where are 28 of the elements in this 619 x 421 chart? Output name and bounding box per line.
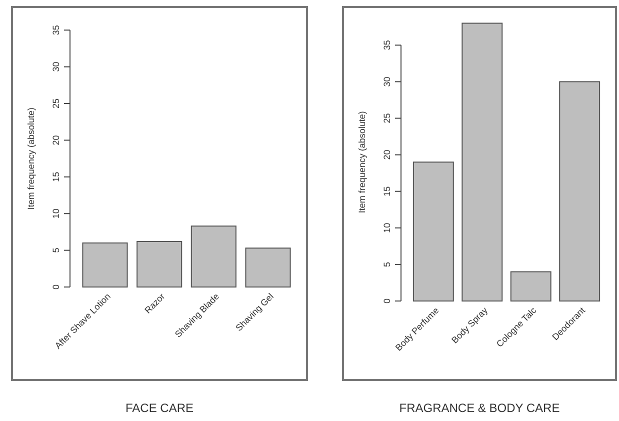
y-tick-label: 35 <box>51 25 61 36</box>
bar <box>462 22 503 302</box>
bar <box>245 248 291 288</box>
y-tick-label: 25 <box>382 113 392 124</box>
y-tick-label: 0 <box>51 284 61 290</box>
y-tick-label: 10 <box>51 208 61 219</box>
y-tick-label: 35 <box>382 40 392 50</box>
text: FACE CARE <box>125 401 194 415</box>
bar <box>559 81 600 302</box>
text: FRAGRANCE & BODY CARE <box>399 401 560 415</box>
bar <box>190 226 236 288</box>
y-axis-title: Item frequency (absolute) <box>26 108 36 210</box>
y-tick-label: 5 <box>51 248 61 253</box>
bar <box>510 271 552 302</box>
y-tick-label: 30 <box>382 76 392 87</box>
y-tick-label: 15 <box>51 172 61 182</box>
y-tick-label: 25 <box>51 98 61 109</box>
bar <box>82 242 128 288</box>
y-tick-label: 10 <box>382 222 392 233</box>
y-axis-title: Item frequency (absolute) <box>357 111 367 214</box>
y-tick-label: 15 <box>382 186 392 196</box>
y-tick-label: 30 <box>51 62 61 72</box>
bar <box>136 240 182 288</box>
y-tick-label: 20 <box>382 150 392 160</box>
y-tick-label: 20 <box>51 135 61 146</box>
bar <box>412 162 454 302</box>
y-tick-label: 0 <box>382 298 392 304</box>
y-tick-label: 5 <box>382 262 392 267</box>
